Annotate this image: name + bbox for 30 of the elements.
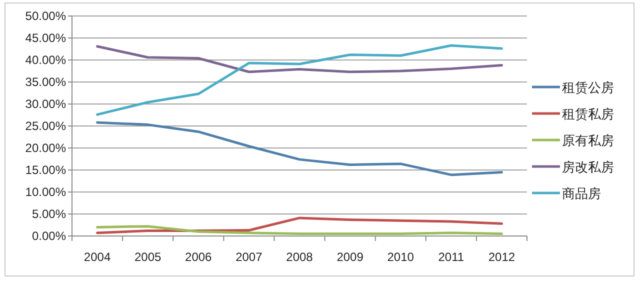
x-tick-label: 2004 <box>84 250 111 264</box>
x-tick-label: 2010 <box>387 250 414 264</box>
y-tick-label: 25.00% <box>25 119 66 133</box>
y-tick-label: 45.00% <box>25 31 66 45</box>
y-tick-label: 5.00% <box>32 207 66 221</box>
x-tick-label: 2005 <box>134 250 162 264</box>
x-tick-label: 2012 <box>488 250 516 264</box>
x-tick-label: 2006 <box>185 250 212 264</box>
x-tick-label: 2007 <box>236 250 263 264</box>
line-series <box>96 44 503 116</box>
line-series <box>96 225 503 236</box>
y-tick-label: 0.00% <box>32 229 66 243</box>
y-tick-label: 35.00% <box>25 75 66 89</box>
legend-label: 租赁公房 <box>562 80 614 95</box>
x-tick-label: 2008 <box>286 250 314 264</box>
legend-label: 原有私房 <box>562 133 614 148</box>
y-tick-label: 50.00% <box>25 9 66 23</box>
legend-label: 房改私房 <box>562 160 614 174</box>
line-series <box>96 216 503 234</box>
y-tick-label: 15.00% <box>25 163 66 177</box>
x-tick-label: 2009 <box>336 250 364 264</box>
legend-label: 租赁私房 <box>562 106 614 122</box>
legend-label: 商品房 <box>562 186 601 201</box>
line-series <box>96 45 503 74</box>
y-tick-label: 40.00% <box>25 53 66 67</box>
x-tick-label: 2011 <box>438 250 464 264</box>
y-tick-label: 20.00% <box>25 141 66 155</box>
line-series <box>96 121 503 176</box>
y-tick-label: 10.00% <box>25 185 66 199</box>
y-tick-label: 30.00% <box>25 97 66 111</box>
